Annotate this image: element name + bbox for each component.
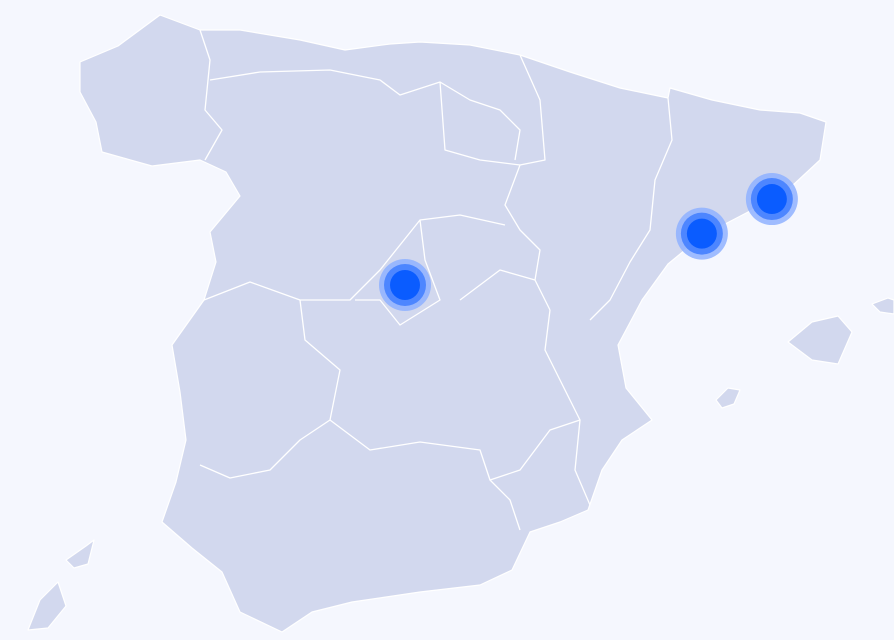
markers [379,173,798,311]
border [504,54,551,311]
canary-west [27,581,67,631]
marker [379,259,431,311]
border [544,309,591,506]
border [199,29,223,161]
marker-dot [390,270,420,300]
ibiza [715,387,741,409]
mainland [79,14,827,633]
border [439,81,521,166]
marker-dot [686,218,717,249]
border [329,419,581,481]
mallorca [787,315,853,365]
border [203,214,506,301]
marker [675,207,728,260]
border [589,97,673,321]
region-borders [199,29,673,531]
menorca [871,297,894,315]
land [27,14,894,633]
border [209,69,521,161]
border [489,479,521,531]
marker [745,173,798,226]
canary-east [65,539,95,569]
border [355,219,441,326]
border [459,269,536,301]
marker-dot [756,184,787,215]
border [199,299,341,479]
